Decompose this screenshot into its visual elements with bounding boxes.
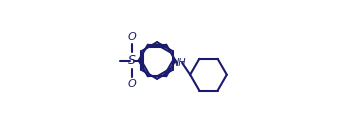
Text: O: O (128, 32, 137, 42)
Text: NH: NH (172, 58, 187, 68)
Text: O: O (128, 79, 137, 89)
Text: S: S (128, 54, 136, 67)
